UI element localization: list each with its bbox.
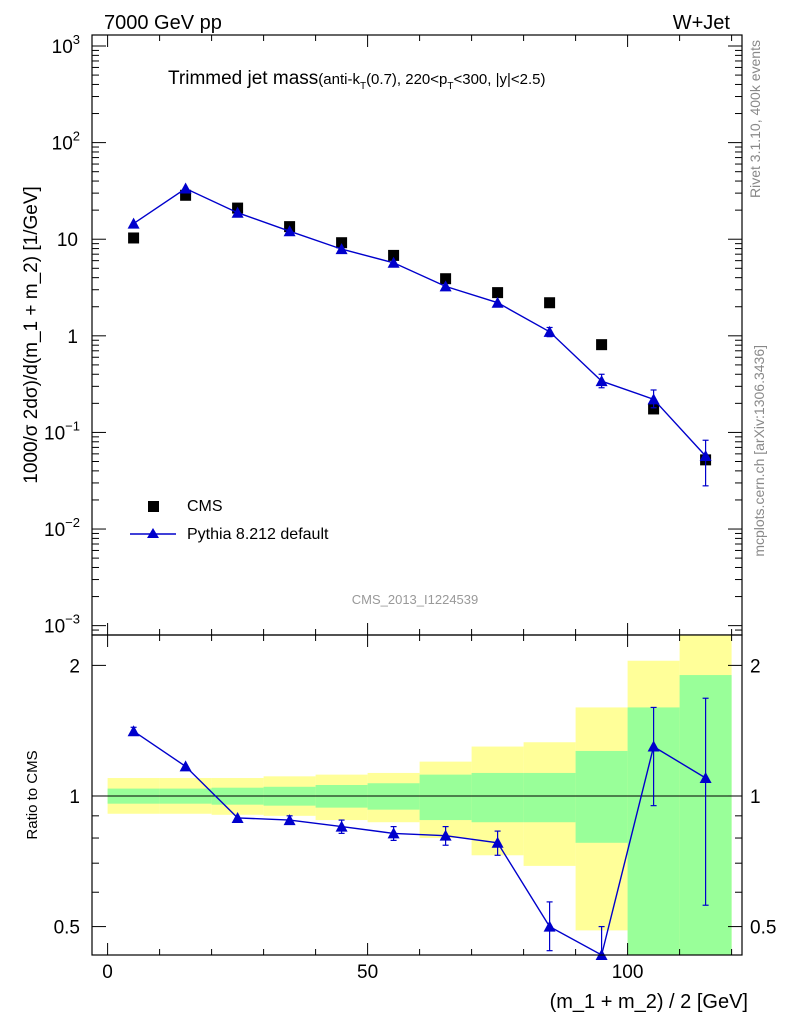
title-main: Trimmed jet mass: [168, 68, 318, 89]
cms-data-point: [492, 287, 504, 299]
ratio-frame: [91, 634, 743, 956]
cms-data-point: [596, 339, 608, 351]
legend-mc-label: Pythia 8.212 default: [187, 526, 329, 543]
mc-data-point: [543, 325, 556, 337]
cms-data-point: [388, 249, 400, 261]
mc-data-point: [127, 217, 140, 229]
main-y-tick-label: 10: [57, 230, 78, 251]
x-tick-label: 0: [102, 962, 113, 983]
mc-line: [133, 187, 707, 457]
mc-data-point: [387, 256, 400, 268]
ratio-mc-point: [543, 920, 556, 932]
ratio-mc-point: [439, 829, 452, 841]
mc-data-point: [699, 450, 712, 462]
mc-data-point: [491, 296, 504, 308]
ratio-y-tick-label: 2: [69, 656, 80, 677]
main-y-tick-label: 1: [67, 327, 78, 348]
legend-mc-marker: [147, 528, 159, 538]
main-y-tick-label: 103: [52, 32, 80, 58]
main-y-tick-label: 10−1: [44, 418, 80, 444]
cms-data-point: [128, 232, 140, 244]
mcplots-info: mcplots.cern.ch [arXiv:1306.3436]: [751, 345, 767, 557]
ratio-mc-point: [335, 820, 348, 832]
ratio-y-tick-label-right: 2: [750, 656, 761, 677]
cms-data-point: [544, 297, 556, 309]
title-sub-prefix: (anti-k: [318, 71, 360, 88]
y-axis-label-ratio: Ratio to CMS: [24, 750, 41, 839]
legend: CMS Pythia 8.212 default: [130, 498, 329, 543]
mc-data-point: [647, 393, 660, 405]
plot-title: Trimmed jet mass(anti-kT(0.7), 220<pT<30…: [168, 68, 546, 92]
main-y-tick-label: 10−3: [44, 612, 80, 638]
title-sub-p-subscript: T: [447, 81, 453, 92]
main-panel: 10−3 10−2 10−1 1 10 102 103: [44, 32, 743, 638]
y-axis-label-main: 1000/σ 2dσ)/d(m_1 + m_2) [1/GeV]: [21, 186, 42, 484]
ratio-mc-point: [699, 772, 712, 784]
title-sub-suffix: <300, |y|<2.5): [453, 71, 545, 88]
ratio-band-inner: [471, 772, 524, 823]
main-frame: [91, 34, 743, 636]
mc-data-point: [179, 182, 192, 194]
header-right: W+Jet: [673, 12, 731, 34]
ratio-mc-point: [387, 827, 400, 839]
ratio-band-inner: [419, 774, 472, 821]
cms-data-point: [180, 189, 192, 201]
ratio-mc-point: [283, 814, 296, 826]
cms-data-point: [440, 273, 452, 285]
ratio-panel: 0 50 100 0.5 0.5 1 1 2 2: [54, 634, 776, 983]
ratio-y-tick-label-right: 1: [750, 787, 761, 808]
cms-data-point: [648, 403, 660, 415]
ratio-y-tick-label-right: 0.5: [750, 918, 776, 939]
cms-data-point: [336, 237, 348, 249]
mc-data-point: [595, 375, 608, 387]
x-tick-label: 100: [612, 962, 644, 983]
main-y-tick-label: 102: [52, 129, 80, 155]
x-tick-label: 50: [357, 962, 378, 983]
ratio-band-inner: [575, 750, 628, 843]
x-axis-label: (m_1 + m_2) / 2 [GeV]: [550, 991, 748, 1013]
header-left: 7000 GeV pp: [104, 12, 222, 34]
mc-data-point: [439, 280, 452, 292]
ratio-mc-point: [179, 760, 192, 772]
ratio-y-tick-label: 0.5: [54, 918, 80, 939]
analysis-id: CMS_2013_I1224539: [352, 592, 479, 607]
title-sub-k-subscript: T: [360, 81, 366, 92]
mc-data-point: [335, 243, 348, 255]
ratio-mc-line: [133, 730, 706, 957]
ratio-mc-point: [647, 740, 660, 752]
legend-data-label: CMS: [187, 498, 223, 515]
ratio-mc-point: [127, 725, 140, 737]
ratio-mc-point: [491, 836, 504, 848]
legend-data-marker: [148, 501, 159, 512]
ratio-mc-point: [231, 811, 244, 823]
mc-data-point: [231, 206, 244, 218]
title-sub-mid: (0.7), 220<p: [366, 71, 447, 88]
main-y-tick-label: 10−2: [44, 515, 80, 541]
ratio-y-tick-label: 1: [69, 787, 80, 808]
rivet-info: Rivet 3.1.10, 400k events: [747, 40, 763, 198]
mc-data-point: [283, 225, 296, 237]
ratio-band-inner: [523, 772, 576, 823]
